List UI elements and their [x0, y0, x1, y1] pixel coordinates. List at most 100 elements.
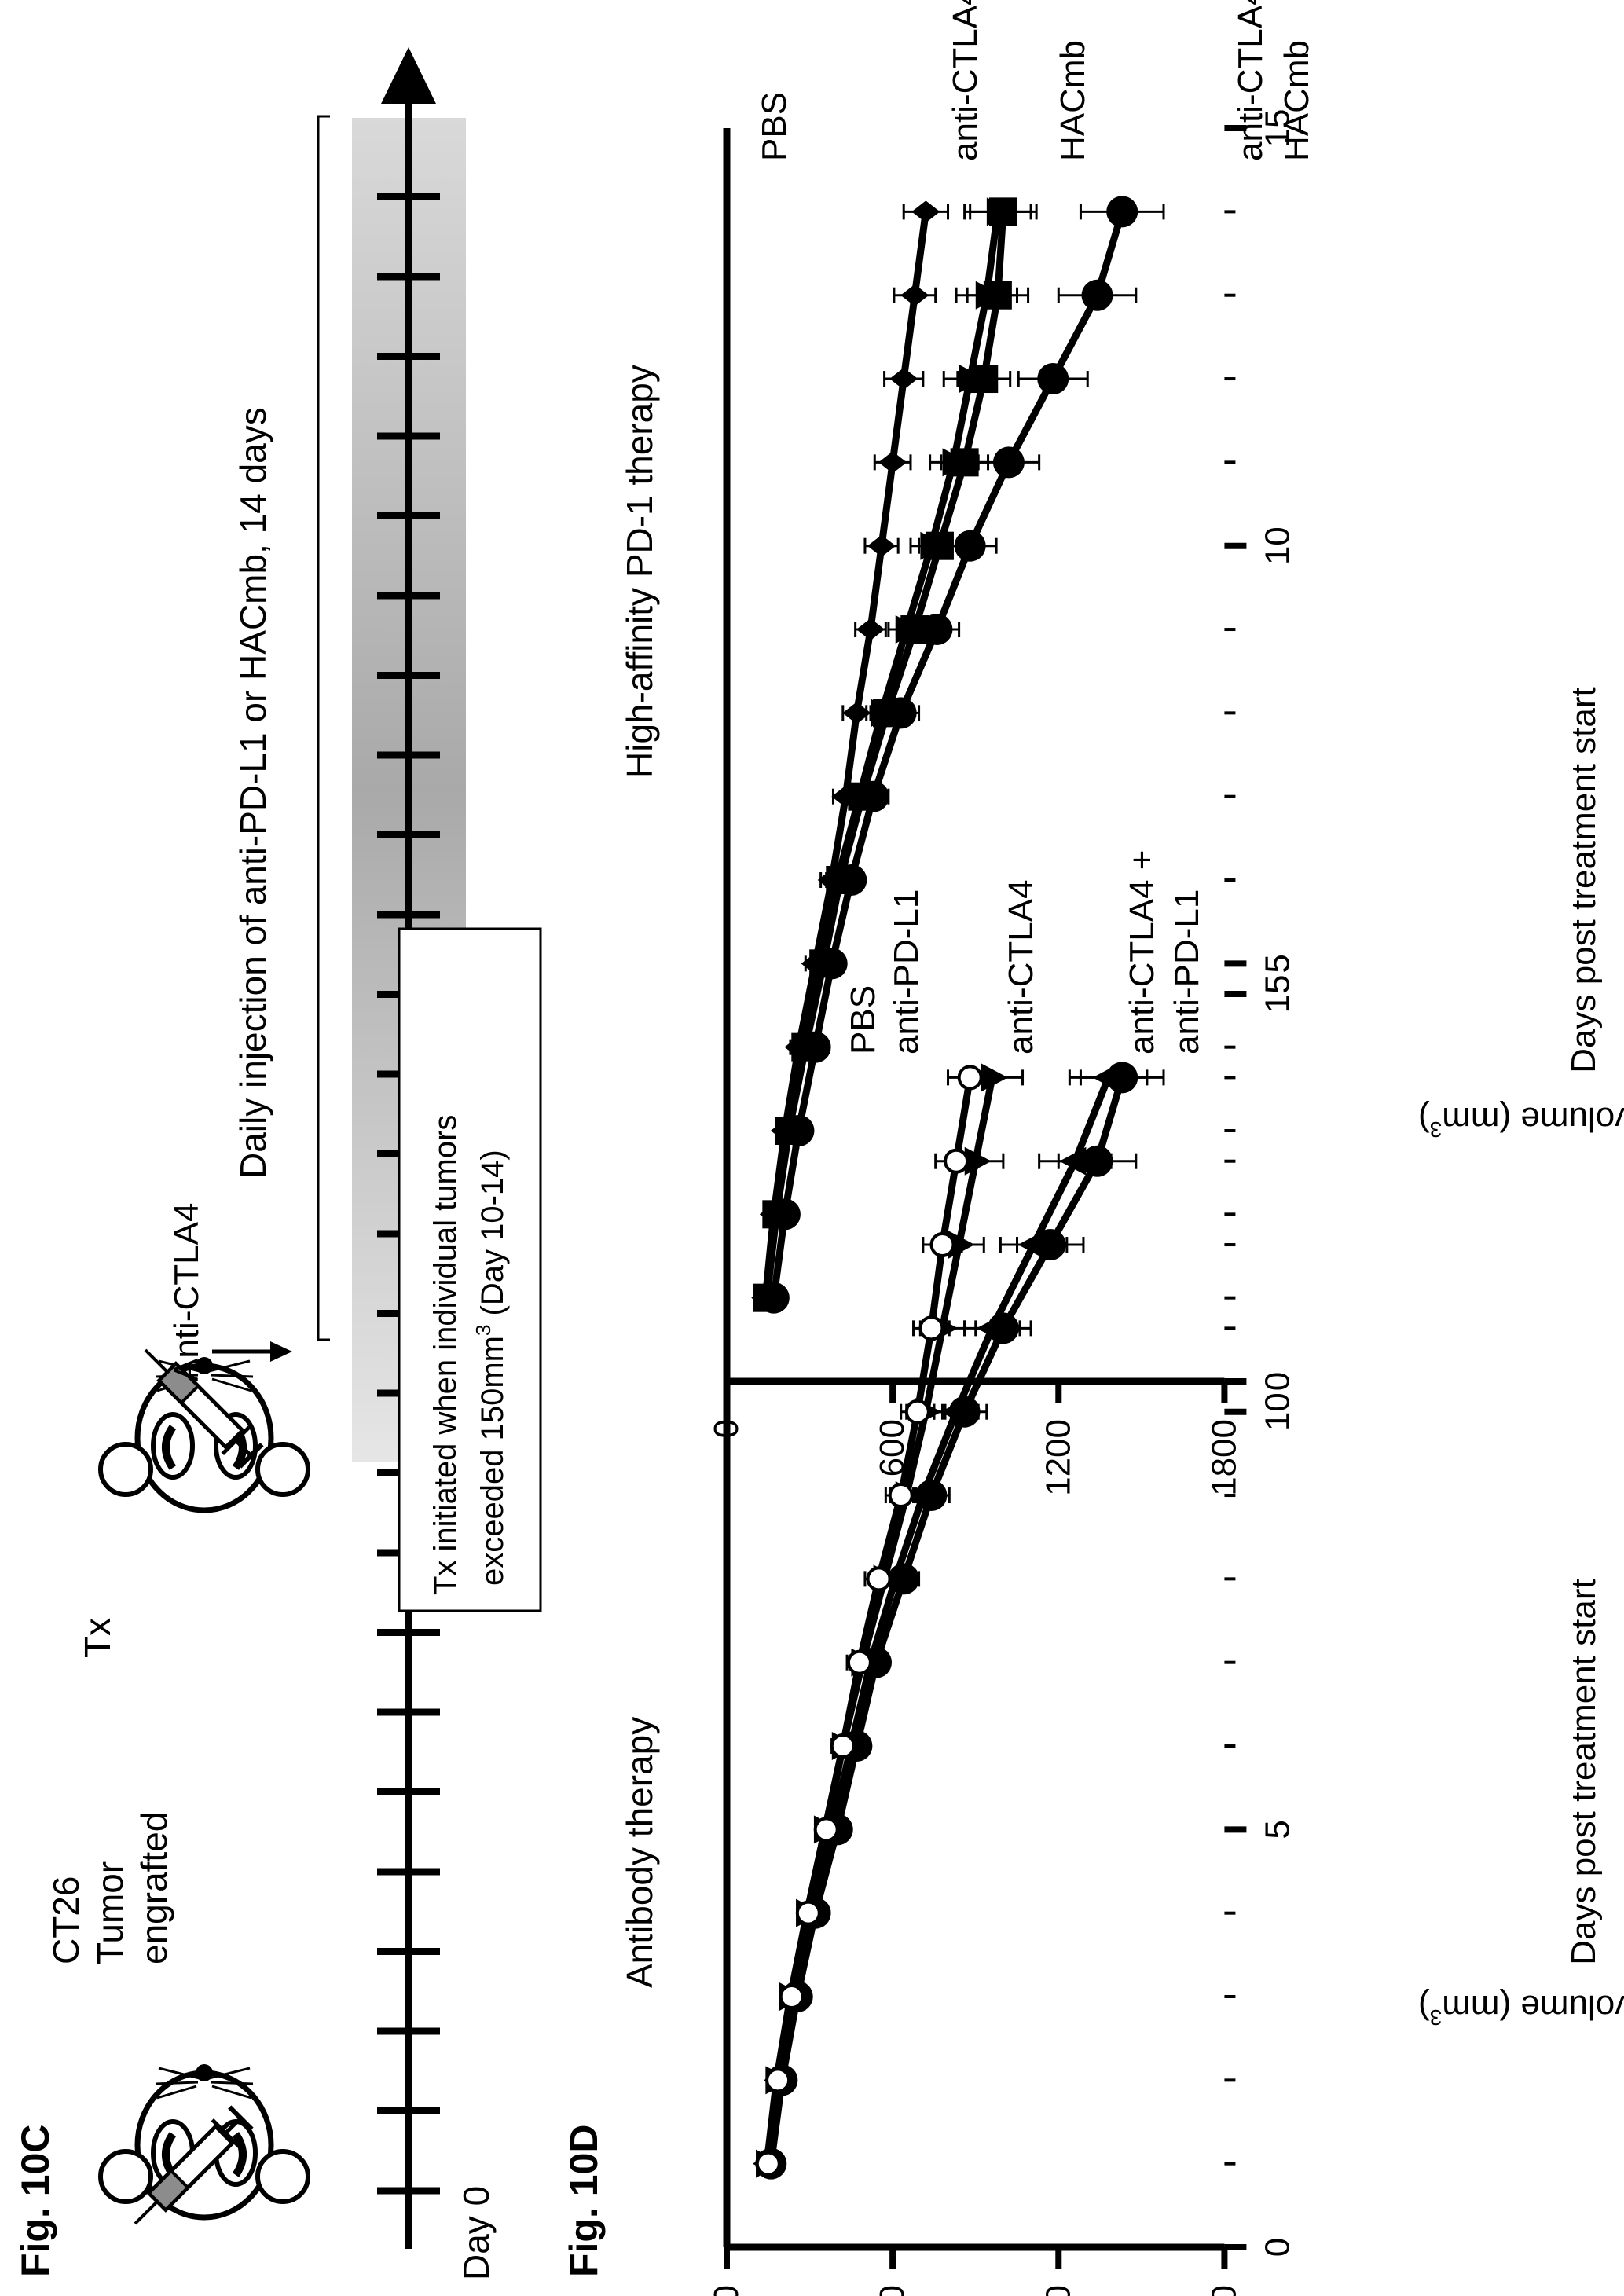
engrafted-caption-line-1: CT26: [46, 1876, 86, 1964]
data-point: [878, 451, 907, 474]
engrafted-caption-line-2: Tumor: [90, 1861, 130, 1964]
data-point: [830, 1733, 856, 1759]
data-point: [904, 1399, 930, 1425]
data-point: [1037, 363, 1069, 395]
data-point: [817, 869, 846, 892]
anti-ctla4-arrow-head: [270, 1341, 292, 1362]
x-tick-label: 0: [1258, 2238, 1296, 2257]
series-line: [761, 211, 929, 1299]
series-label: anti-CTLA4 +: [1231, 0, 1270, 161]
chart-pd1-ylabel-suffix: ): [1418, 1100, 1430, 1139]
data-point: [992, 446, 1025, 479]
data-point: [925, 531, 954, 560]
data-point: [889, 368, 918, 391]
data-point: [1092, 1063, 1120, 1092]
data-point: [988, 197, 1017, 226]
series-anti-pd-l1: [752, 1063, 1149, 2178]
day-0-label: Day 0: [456, 2186, 497, 2280]
chart-antibody-ylabel-suffix: ): [1418, 1988, 1430, 2026]
tx-initiated-box: [398, 927, 542, 1612]
series-label: anti-CTLA4: [946, 0, 984, 161]
y-tick-label: 1200: [1039, 1419, 1077, 1496]
daily-injection-bracket: [317, 115, 330, 1341]
chart-pd1-ylabel: Tumor volume (mm3): [1418, 1100, 1624, 1142]
data-point: [1081, 279, 1113, 311]
series-label: HACmb: [1278, 40, 1316, 161]
engrafted-caption: CT26 Tumor engrafted: [46, 1812, 174, 1964]
chart-pd1-ylabel-prefix: Tumor volume (mm: [1442, 1100, 1624, 1139]
series-label: PBS: [844, 985, 882, 1054]
series-anti-ctla4-anti-pd-l1: [755, 1065, 994, 2177]
series-line: [770, 211, 1126, 1299]
data-point: [755, 2151, 781, 2177]
chart-antibody-title: Antibody therapy: [619, 1717, 660, 1988]
data-point: [983, 281, 1012, 310]
y-tick-label: 1800: [1204, 1419, 1243, 1496]
data-point: [911, 200, 940, 223]
tx-caption: Tx: [77, 1618, 118, 1658]
data-point: [1059, 1146, 1087, 1176]
data-point: [779, 1984, 805, 2010]
data-point: [921, 614, 953, 646]
data-point: [918, 1315, 944, 1341]
y-tick-label: 1800: [1204, 2285, 1243, 2296]
anti-ctla4-label: Anti-CTLA4: [167, 1203, 206, 1381]
data-point: [813, 1817, 839, 1843]
data-point: [944, 1148, 970, 1174]
data-point: [873, 699, 902, 728]
timeline: Day 0 CT26 Tumor engrafted Tx Anti-CTLA4…: [46, 47, 542, 2280]
fig-10c-label: Fig. 10C: [13, 2125, 57, 2277]
x-tick-label: 0: [1258, 1372, 1296, 1391]
y-tick-label: 0: [707, 2285, 746, 2296]
series-label: anti-PD-L1: [887, 889, 926, 1054]
chart-antibody-therapy: Antibody therapy Tumor volume (mm3) Days…: [619, 850, 1624, 2296]
data-point: [856, 618, 885, 641]
series-label: anti-PD-L1: [1168, 889, 1206, 1054]
data-point: [970, 365, 999, 394]
data-point: [900, 284, 929, 306]
daily-injection-label: Daily injection of anti-PD-L1 or HACmb, …: [233, 407, 273, 1179]
x-tick-label: 10: [1258, 1392, 1296, 1431]
timeline-arrow-head: [381, 47, 436, 104]
tx-initiated-line-2-sup: 3: [471, 1325, 495, 1336]
data-point: [976, 1314, 1003, 1343]
data-point: [954, 530, 986, 562]
data-point: [867, 534, 896, 557]
x-tick-label: 5: [1258, 954, 1296, 973]
x-tick-label: 15: [1258, 975, 1296, 1014]
series-anti-ctla4-hacmb: [751, 200, 950, 1309]
data-point: [950, 448, 979, 477]
data-point: [846, 1649, 872, 1675]
tx-initiated-line-1: Tx initiated when individual tumors: [428, 1115, 463, 1595]
x-tick-label: 5: [1258, 1820, 1296, 1839]
data-point: [751, 1286, 780, 1309]
fig-10d-label: Fig. 10D: [562, 2125, 606, 2277]
chart-pd1-xlabel: Days post treatment start: [1564, 687, 1603, 1073]
data-point: [929, 1232, 955, 1258]
series-hacmb: [753, 197, 1038, 1312]
data-point: [801, 952, 830, 975]
engrafted-caption-line-3: engrafted: [134, 1812, 174, 1964]
chart-antibody-ylabel: Tumor volume (mm3): [1418, 1988, 1624, 2030]
data-point: [831, 785, 860, 808]
data-point: [888, 1483, 914, 1509]
data-point: [795, 1900, 821, 1926]
series-label: anti-CTLA4: [1002, 879, 1040, 1054]
chart-antibody-xlabel: Days post treatment start: [1564, 1579, 1603, 1965]
data-point: [900, 615, 929, 644]
tx-initiated-line-2-suffix: (Day 10-14): [475, 1150, 510, 1324]
series-label: anti-CTLA4 +: [1123, 850, 1161, 1054]
chart-antibody-ylabel-sup: 3: [1430, 2005, 1443, 2030]
tx-initiated-line-2: exceeded 150mm3 (Day 10-14): [471, 1150, 510, 1586]
data-point: [759, 1203, 788, 1226]
chart-pd1-ylabel-sup: 3: [1430, 1117, 1443, 1142]
data-point: [842, 702, 871, 724]
x-tick-label: 15: [1258, 109, 1296, 148]
y-tick-label: 600: [873, 1419, 911, 1476]
data-point: [1106, 196, 1138, 228]
data-point: [784, 1036, 813, 1058]
data-point: [981, 1063, 1008, 1092]
y-tick-label: 600: [873, 2285, 911, 2296]
data-point: [770, 1120, 799, 1142]
